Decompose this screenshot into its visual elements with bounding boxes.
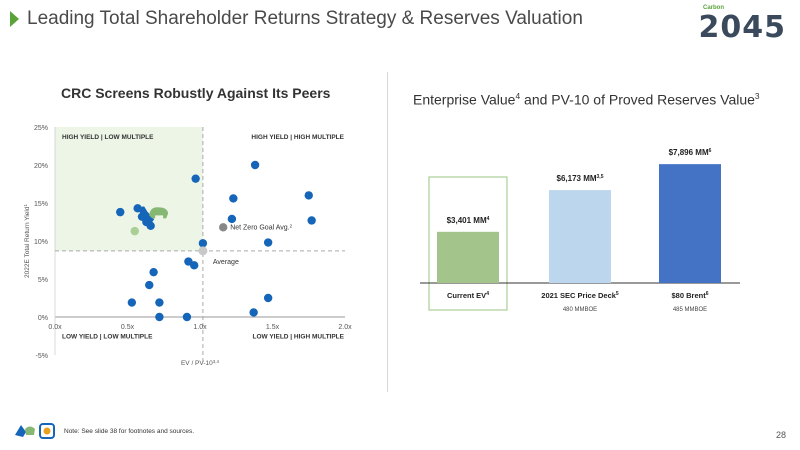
peer-point: [250, 160, 260, 170]
peer-point: [198, 239, 208, 248]
peer-point: [249, 308, 258, 317]
peer-point: [229, 194, 238, 203]
peer-point: [127, 298, 137, 307]
bar-category-label: 2021 SEC Price Deck5: [541, 291, 619, 300]
y-tick-label: 25%: [34, 125, 48, 132]
quadrant-label-top-left: HIGH YIELD | LOW MULTIPLE: [62, 134, 154, 141]
bar-chart: $3,401 MM4 Current EV4 $6,173 MM3,5 2021 SE…: [420, 148, 740, 313]
x-tick-label: 2.0x: [338, 324, 352, 331]
bar-sublabel: 480 MMBOE: [563, 307, 597, 313]
footer-logo-icon: [15, 423, 55, 439]
bar: [549, 190, 611, 283]
crc-bear-icon: [149, 207, 169, 219]
net-zero-label: Net Zero Goal Avg.2: [230, 223, 292, 232]
footnote: Note: See slide 38 for footnotes and sou…: [64, 428, 195, 435]
chevron-right-icon: [10, 11, 19, 27]
bar: [437, 231, 499, 283]
quadrant-label-top-right: HIGH YIELD | HIGH MULTIPLE: [251, 134, 344, 141]
logo-text: 2045: [698, 10, 786, 45]
bar-sublabel: 485 MMBOE: [673, 307, 707, 313]
x-axis-label: EV / PV-103,4: [181, 359, 220, 368]
peer-point: [227, 214, 237, 224]
peer-point: [182, 312, 192, 322]
header: Leading Total Shareholder Returns Strate…: [10, 8, 583, 30]
peer-point: [307, 216, 316, 225]
peer-point: [190, 261, 199, 270]
y-tick-label: 10%: [34, 239, 48, 246]
bar-value-label: $3,401 MM4: [447, 216, 490, 225]
y-tick-label: 5%: [38, 277, 48, 284]
bar-category-label: Current EV4: [447, 291, 489, 300]
peer-point: [304, 191, 313, 200]
page-title: Leading Total Shareholder Returns Strate…: [27, 8, 583, 29]
bar-chart-title: Enterprise Value4 and PV-10 of Proved Re…: [413, 91, 760, 108]
section-divider: [387, 72, 388, 392]
page-number: 28: [775, 430, 786, 440]
average-point: [198, 246, 208, 256]
peer-point: [145, 280, 154, 290]
crc-state-icon: [138, 206, 155, 224]
y-axis-label: 2022E Total Return Yield1: [23, 204, 32, 278]
bar-value-label: $7,896 MM6: [669, 148, 712, 157]
peer-point: [155, 298, 164, 307]
scatter-chart: -5% 0% 5% 10% 15% 20% 25% 0.0x 0.5x 1.0x 1.5x 2.0x 2…: [23, 125, 353, 368]
scatter-chart-title: CRC Screens Robustly Against Its Peers: [61, 85, 331, 101]
bar-category-label: $80 Brent6: [672, 291, 709, 300]
x-tick-label: 1.5x: [266, 324, 280, 331]
brand-logo: Carbon 2045: [696, 4, 786, 46]
peer-point: [149, 267, 158, 277]
x-tick-label: 1.0x: [193, 324, 207, 331]
y-tick-label: -5%: [36, 353, 48, 360]
current-ev-highlight-box: [428, 176, 508, 311]
average-label: Average: [213, 259, 239, 266]
quadrant-highlight: [55, 127, 203, 251]
logo-small-text: Carbon: [703, 5, 724, 11]
quadrant-label-bottom-right: LOW YIELD | HIGH MULTIPLE: [253, 333, 345, 340]
bar-value-label: $6,173 MM3,5: [557, 174, 604, 183]
crc-point: [130, 226, 139, 236]
x-tick-label: 0.0x: [48, 324, 62, 331]
peer-point: [116, 207, 125, 217]
peer-point: [155, 312, 164, 322]
net-zero-point: [219, 223, 228, 232]
quadrant-label-bottom-left: LOW YIELD | LOW MULTIPLE: [62, 333, 153, 340]
peer-point: [146, 221, 155, 230]
y-tick-label: 15%: [34, 201, 48, 208]
peer-point: [263, 293, 273, 303]
peer-point: [263, 238, 273, 247]
y-tick-label: 0%: [38, 315, 48, 322]
y-tick-label: 20%: [34, 163, 48, 170]
bar: [659, 164, 721, 283]
x-tick-label: 0.5x: [121, 324, 135, 331]
peer-point: [191, 174, 200, 183]
